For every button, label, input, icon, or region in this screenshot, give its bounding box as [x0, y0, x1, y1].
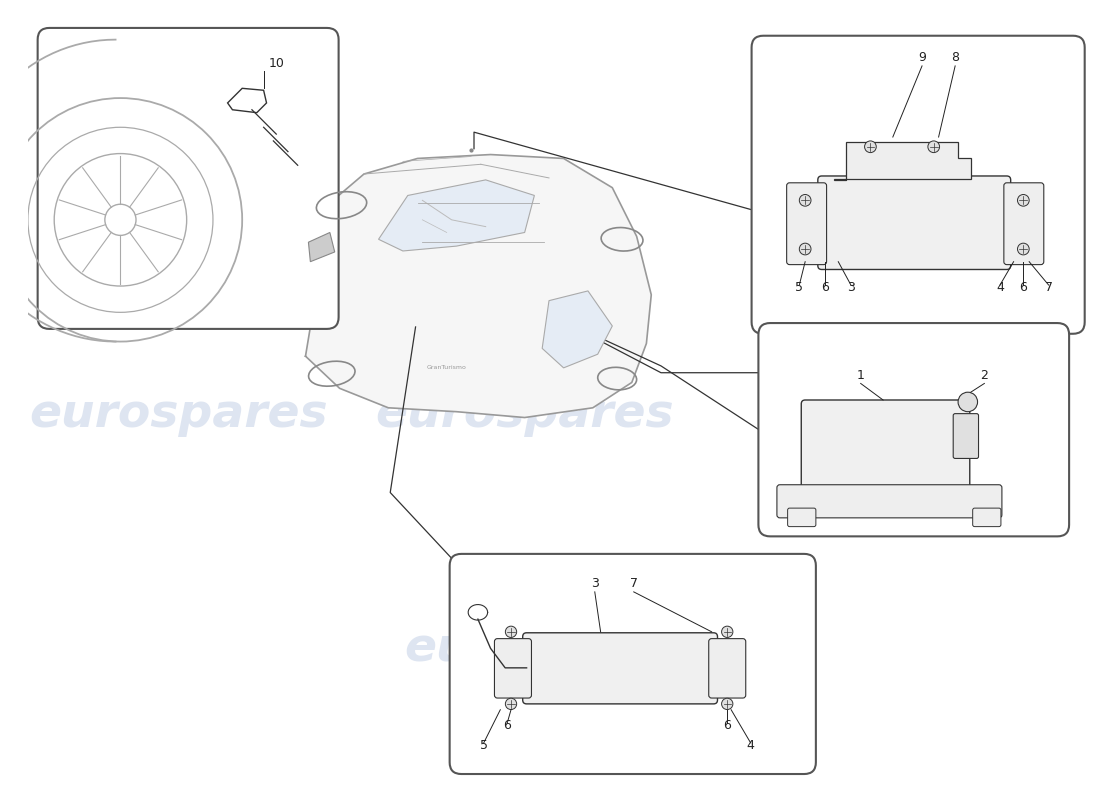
Text: eurospares: eurospares: [375, 392, 674, 437]
Text: 2: 2: [980, 369, 988, 382]
FancyBboxPatch shape: [1004, 182, 1044, 265]
Text: GranTurismo: GranTurismo: [427, 365, 466, 370]
Text: 1: 1: [857, 369, 865, 382]
FancyBboxPatch shape: [758, 323, 1069, 536]
Text: 5: 5: [480, 738, 487, 752]
FancyBboxPatch shape: [522, 633, 717, 704]
FancyBboxPatch shape: [801, 400, 970, 494]
Text: 4: 4: [747, 738, 755, 752]
FancyBboxPatch shape: [37, 28, 339, 329]
Text: 3: 3: [591, 577, 598, 590]
FancyBboxPatch shape: [786, 182, 826, 265]
Polygon shape: [835, 142, 970, 180]
Text: 6: 6: [503, 719, 512, 732]
Polygon shape: [542, 291, 613, 368]
Text: 7: 7: [629, 577, 638, 590]
FancyBboxPatch shape: [788, 508, 816, 526]
Circle shape: [865, 141, 877, 153]
Circle shape: [800, 194, 811, 206]
FancyBboxPatch shape: [450, 554, 816, 774]
FancyBboxPatch shape: [972, 508, 1001, 526]
Text: 8: 8: [952, 51, 959, 64]
FancyBboxPatch shape: [495, 638, 531, 698]
FancyBboxPatch shape: [708, 638, 746, 698]
Circle shape: [505, 626, 517, 638]
Polygon shape: [378, 180, 535, 251]
Circle shape: [722, 626, 733, 638]
Text: eurospares: eurospares: [30, 392, 328, 437]
Text: 5: 5: [795, 281, 803, 294]
Text: 7: 7: [1045, 281, 1053, 294]
Circle shape: [722, 698, 733, 710]
Circle shape: [1018, 243, 1030, 255]
Text: 10: 10: [268, 57, 284, 70]
Text: 6: 6: [724, 719, 732, 732]
Polygon shape: [308, 233, 334, 262]
FancyBboxPatch shape: [777, 485, 1002, 518]
Circle shape: [800, 243, 811, 255]
Circle shape: [1018, 194, 1030, 206]
Polygon shape: [306, 154, 651, 418]
Circle shape: [928, 141, 939, 153]
Circle shape: [505, 698, 517, 710]
Circle shape: [958, 392, 978, 412]
Text: 3: 3: [847, 281, 855, 294]
Text: 6: 6: [821, 281, 828, 294]
FancyBboxPatch shape: [954, 414, 979, 458]
FancyBboxPatch shape: [751, 36, 1085, 334]
Text: 6: 6: [1020, 281, 1027, 294]
FancyBboxPatch shape: [817, 176, 1011, 270]
Text: 4: 4: [996, 281, 1004, 294]
Text: eurospares: eurospares: [405, 626, 703, 671]
Text: 9: 9: [918, 51, 926, 64]
